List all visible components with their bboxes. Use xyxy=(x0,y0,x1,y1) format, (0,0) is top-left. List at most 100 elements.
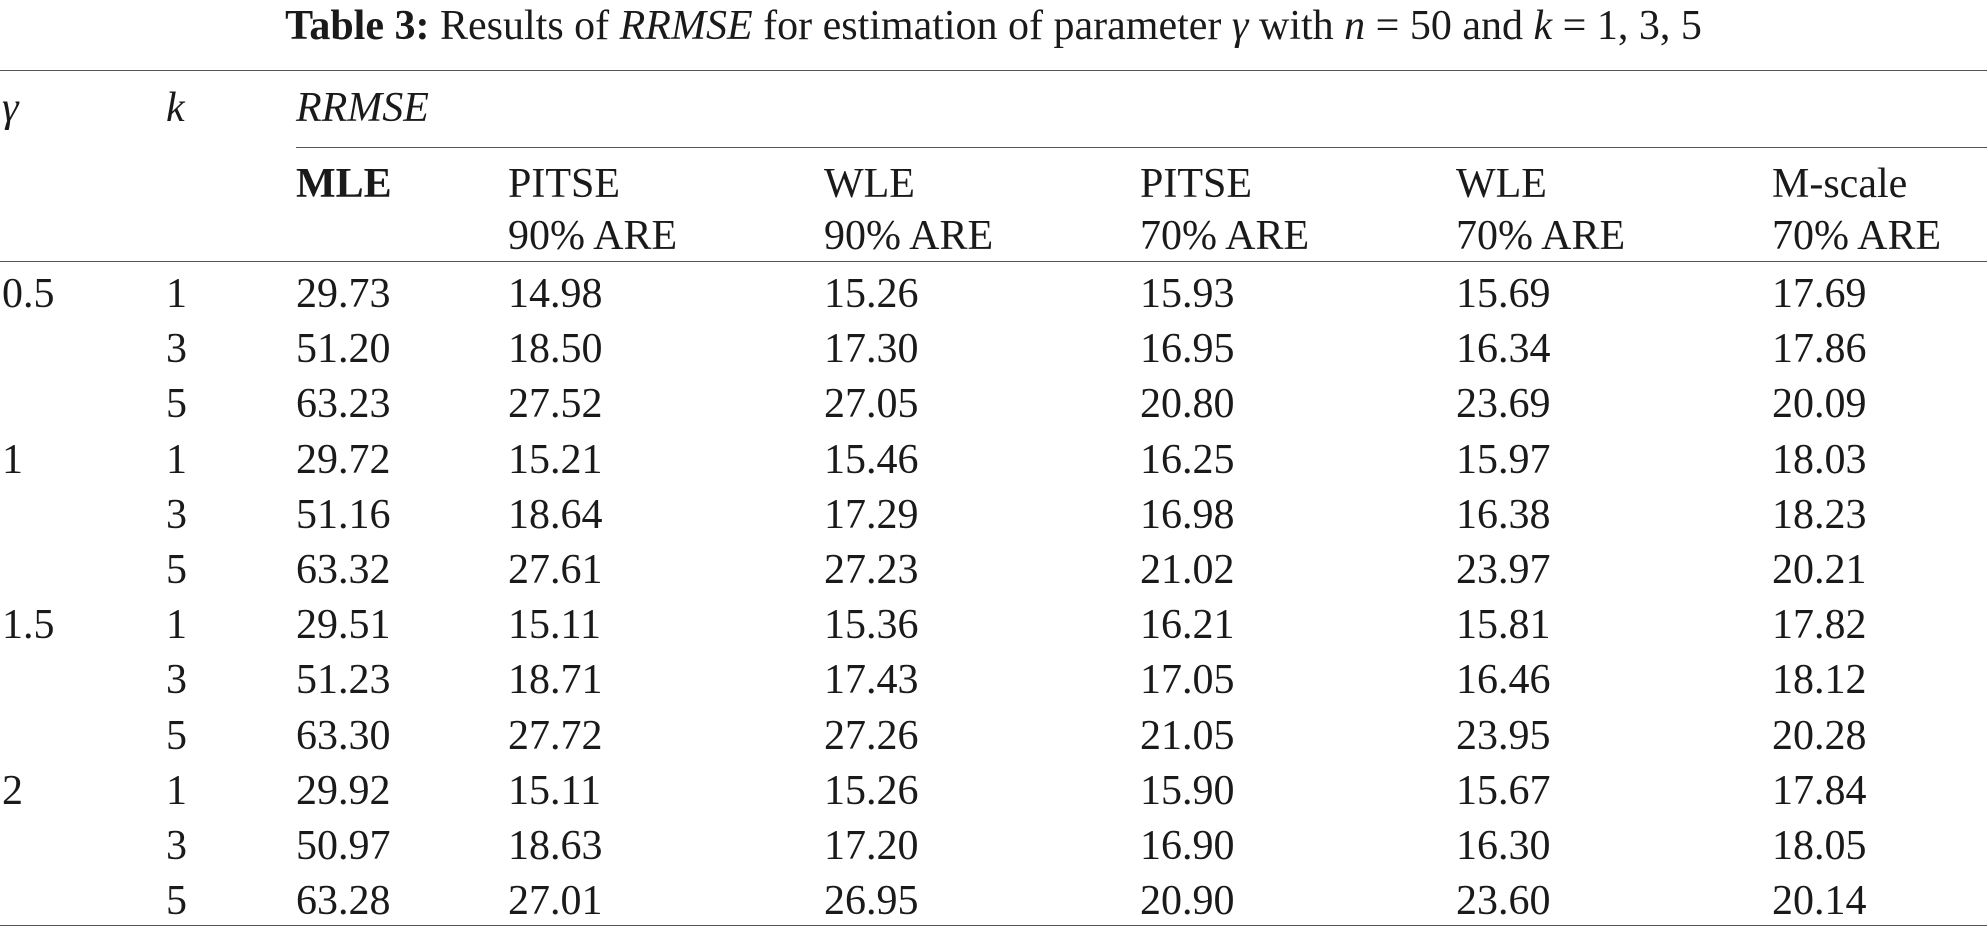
table-cell: 18.03 xyxy=(1772,437,1867,483)
row-k-value: 5 xyxy=(166,878,187,924)
table-cell: 15.46 xyxy=(824,437,919,483)
row-gamma-value: 1.5 xyxy=(2,602,55,648)
caption-text: for estimation of parameter xyxy=(752,3,1232,49)
table-cell: 16.34 xyxy=(1456,326,1551,372)
table-cell: 18.05 xyxy=(1772,823,1867,869)
table-cell: 15.81 xyxy=(1456,602,1551,648)
table-cell: 18.50 xyxy=(508,326,603,372)
caption-text: = 1, 3, 5 xyxy=(1552,3,1702,49)
table-cell: 23.97 xyxy=(1456,547,1551,593)
table-cell: 23.95 xyxy=(1456,713,1551,759)
header-gamma: γ xyxy=(2,85,19,131)
table-cell: 15.11 xyxy=(508,602,601,648)
table-cell: 16.25 xyxy=(1140,437,1235,483)
column-header-4-subtitle: 70% ARE xyxy=(1140,213,1310,259)
table-cell: 23.69 xyxy=(1456,381,1551,427)
table-cell: 29.72 xyxy=(296,437,391,483)
row-k-value: 3 xyxy=(166,492,187,538)
table-cell: 17.43 xyxy=(824,657,919,703)
table-cell: 63.32 xyxy=(296,547,391,593)
table-cell: 17.86 xyxy=(1772,326,1867,372)
caption-n-variable: n xyxy=(1344,3,1366,49)
table-cell: 51.23 xyxy=(296,657,391,703)
caption-parameter: γ xyxy=(1231,3,1249,49)
table-cell: 27.26 xyxy=(824,713,919,759)
column-header-2: PITSE xyxy=(508,161,621,207)
table-cell: 29.51 xyxy=(296,602,391,648)
table-cell: 15.21 xyxy=(508,437,603,483)
column-header-2-subtitle: 90% ARE xyxy=(508,213,678,259)
table-cell: 18.63 xyxy=(508,823,603,869)
header-bottom-rule xyxy=(0,261,1987,262)
table-cell: 15.26 xyxy=(824,271,919,317)
column-header-3-subtitle: 90% ARE xyxy=(824,213,994,259)
table-cell: 27.23 xyxy=(824,547,919,593)
table-label: Table 3: xyxy=(285,3,430,49)
table-cell: 20.21 xyxy=(1772,547,1867,593)
table-cell: 63.30 xyxy=(296,713,391,759)
table-cell: 18.71 xyxy=(508,657,603,703)
table-cell: 16.95 xyxy=(1140,326,1235,372)
table-cell: 26.95 xyxy=(824,878,919,924)
row-gamma-value: 1 xyxy=(2,437,23,483)
table-cell: 27.61 xyxy=(508,547,603,593)
table-cell: 17.84 xyxy=(1772,768,1867,814)
table-cell: 15.97 xyxy=(1456,437,1551,483)
table-cell: 29.92 xyxy=(296,768,391,814)
row-k-value: 1 xyxy=(166,271,187,317)
caption-text: with xyxy=(1248,3,1345,49)
group-header-rule xyxy=(296,147,1987,148)
header-k: k xyxy=(166,85,185,131)
row-k-value: 5 xyxy=(166,547,187,593)
row-k-value: 1 xyxy=(166,437,187,483)
table-cell: 15.90 xyxy=(1140,768,1235,814)
table-cell: 23.60 xyxy=(1456,878,1551,924)
table-top-rule xyxy=(0,70,1987,71)
header-rrmse-group: RRMSE xyxy=(296,85,429,131)
table-cell: 20.80 xyxy=(1140,381,1235,427)
table-cell: 18.23 xyxy=(1772,492,1867,538)
table-cell: 15.93 xyxy=(1140,271,1235,317)
column-header-1: MLE xyxy=(296,161,392,207)
table-cell: 16.98 xyxy=(1140,492,1235,538)
table-cell: 16.21 xyxy=(1140,602,1235,648)
table-cell: 63.23 xyxy=(296,381,391,427)
column-header-4: PITSE xyxy=(1140,161,1253,207)
table-caption: Table 3: Results of RRMSE for estimation… xyxy=(0,0,1987,72)
row-k-value: 1 xyxy=(166,768,187,814)
table-cell: 16.90 xyxy=(1140,823,1235,869)
table-cell: 17.20 xyxy=(824,823,919,869)
table-cell: 27.72 xyxy=(508,713,603,759)
table-cell: 27.01 xyxy=(508,878,603,924)
table-cell: 17.69 xyxy=(1772,271,1867,317)
table-cell: 14.98 xyxy=(508,271,603,317)
table-cell: 15.67 xyxy=(1456,768,1551,814)
column-header-3: WLE xyxy=(824,161,915,207)
row-k-value: 3 xyxy=(166,657,187,703)
caption-metric: RRMSE xyxy=(619,3,753,49)
table-cell: 20.09 xyxy=(1772,381,1867,427)
table-bottom-rule xyxy=(0,925,1987,926)
table-cell: 16.46 xyxy=(1456,657,1551,703)
row-k-value: 5 xyxy=(166,713,187,759)
table-cell: 20.90 xyxy=(1140,878,1235,924)
table-cell: 27.05 xyxy=(824,381,919,427)
table-cell: 50.97 xyxy=(296,823,391,869)
table-cell: 16.30 xyxy=(1456,823,1551,869)
table-cell: 21.02 xyxy=(1140,547,1235,593)
table-cell: 15.36 xyxy=(824,602,919,648)
column-header-6: M-scale xyxy=(1772,161,1908,207)
table-cell: 27.52 xyxy=(508,381,603,427)
table-cell: 21.05 xyxy=(1140,713,1235,759)
row-k-value: 3 xyxy=(166,823,187,869)
table-cell: 16.38 xyxy=(1456,492,1551,538)
table-cell: 15.26 xyxy=(824,768,919,814)
table-cell: 15.69 xyxy=(1456,271,1551,317)
table-cell: 20.14 xyxy=(1772,878,1867,924)
row-k-value: 3 xyxy=(166,326,187,372)
row-gamma-value: 2 xyxy=(2,768,23,814)
caption-text: Results of xyxy=(429,3,620,49)
table-cell: 63.28 xyxy=(296,878,391,924)
caption-k-variable: k xyxy=(1533,3,1553,49)
table-cell: 17.29 xyxy=(824,492,919,538)
